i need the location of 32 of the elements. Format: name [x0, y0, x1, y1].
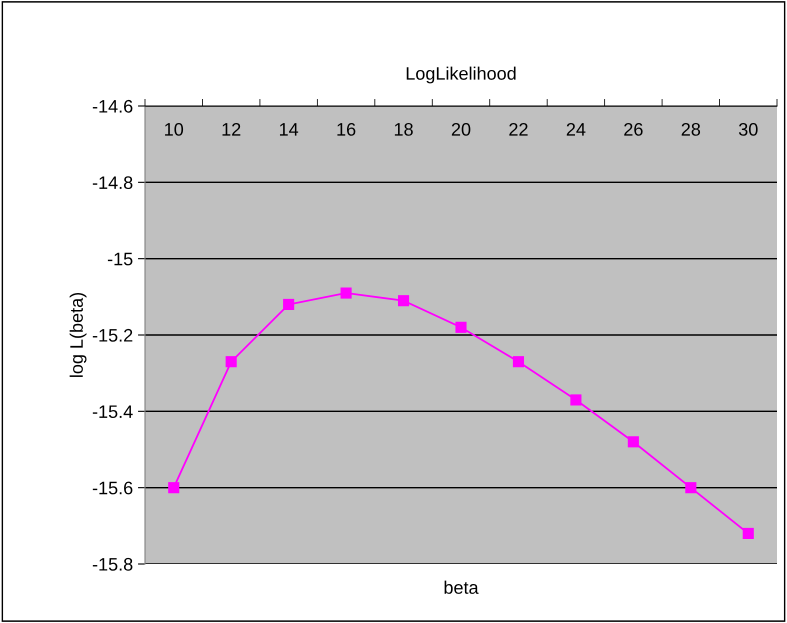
- y-tick-label: -15.8: [92, 558, 132, 571]
- x-tick-label: 28: [682, 122, 700, 136]
- x-tick-label: 30: [738, 122, 758, 136]
- y-tick-label: -15.6: [92, 482, 132, 494]
- point: [398, 295, 410, 306]
- point: [685, 482, 696, 494]
- point: [226, 356, 237, 368]
- x-tick-label: 14: [280, 123, 298, 136]
- point: [570, 394, 582, 406]
- point: [512, 356, 524, 368]
- x-tick-label: 12: [222, 122, 240, 136]
- point: [742, 528, 754, 540]
- y-tick-label: -14.6: [92, 100, 132, 113]
- x-tick-label: 24: [566, 122, 586, 136]
- y-tick-label: -15: [108, 252, 132, 266]
- y-tick-label: -15.4: [92, 405, 133, 418]
- y-tick-label: -14.8: [92, 176, 132, 190]
- x-axis-title: beta: [444, 580, 479, 594]
- chart-title: LogLikelihood: [406, 66, 516, 84]
- point: [628, 436, 639, 448]
- point: [168, 482, 180, 494]
- x-tick-label: 22: [509, 122, 528, 136]
- x-tick-label: 26: [624, 122, 643, 136]
- x-tick-label: 20: [452, 122, 470, 136]
- point: [455, 322, 467, 333]
- x-tick-label: 10: [165, 122, 184, 136]
- x-tick-label: 16: [337, 122, 356, 136]
- x-tick-label: 18: [394, 122, 413, 136]
- point: [340, 287, 352, 299]
- point: [283, 298, 294, 310]
- y-tick-label: -15.2: [92, 328, 132, 342]
- y-axis-title: log L(beta): [70, 292, 86, 377]
